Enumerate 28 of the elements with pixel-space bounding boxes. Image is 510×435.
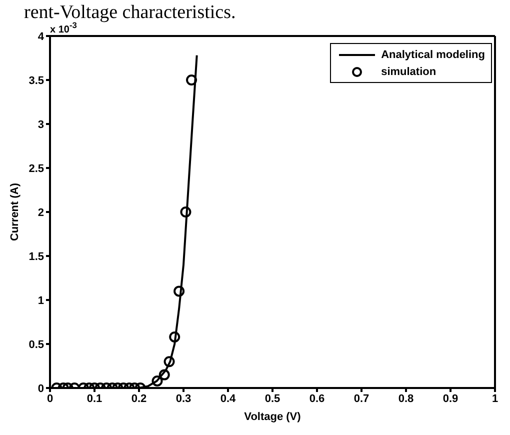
y-axis-title: Current (A)	[8, 182, 21, 242]
x-tick-label: 0.2	[131, 392, 147, 405]
x-tick-label: 0.1	[86, 392, 102, 405]
x-tick-label: 0	[46, 392, 54, 405]
x-tick-label: 0.5	[264, 392, 280, 405]
x-tick-label: 0.8	[398, 392, 414, 405]
y-tick-label: 4	[38, 30, 45, 43]
x-tick-label: 0.7	[354, 392, 370, 405]
y-tick-label: 3.5	[28, 74, 44, 87]
legend-label: Analytical modeling	[381, 48, 485, 60]
x-tick-label: 1	[492, 392, 498, 405]
point	[180, 206, 192, 218]
y-tick-label: 0.5	[28, 338, 44, 351]
x-tick-label: 0.4	[220, 392, 237, 405]
text: x 10$^{-3}$	[50, 20, 77, 36]
y-tick-label: 0	[38, 382, 44, 395]
chart-title: rent-Voltage characteristics.	[24, 2, 236, 23]
x-tick-label: 0.9	[442, 392, 458, 405]
y-tick-label: 2.5	[28, 162, 44, 175]
x-axis-title: Voltage (V)	[244, 411, 302, 423]
x-tick-label: 0.3	[176, 392, 192, 405]
y-tick-label: 2	[38, 206, 44, 219]
x-tick-label: 0.6	[309, 392, 325, 405]
y-tick-label: 1.5	[28, 250, 44, 263]
point	[174, 286, 185, 297]
y-tick-label: 3	[38, 118, 44, 131]
legend-label: simulation	[381, 66, 436, 78]
y-tick-label: 1	[38, 294, 44, 307]
